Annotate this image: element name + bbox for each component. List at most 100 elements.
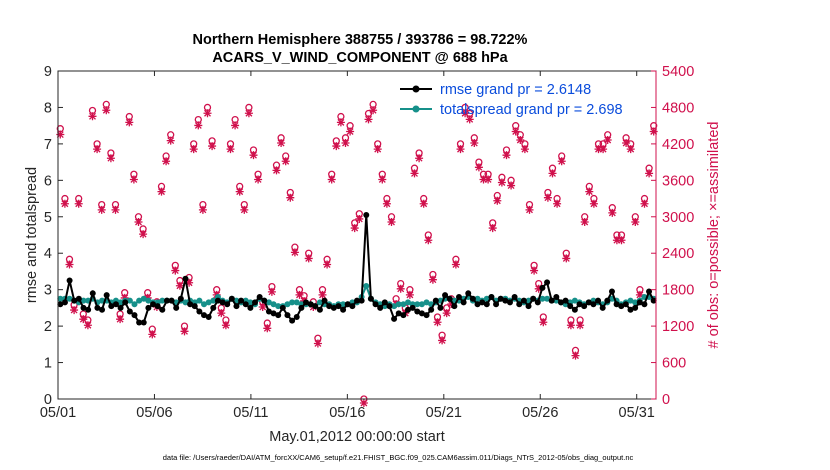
rmse-point bbox=[395, 310, 402, 317]
obs-assimilated-point bbox=[543, 193, 552, 202]
rmse-point bbox=[131, 312, 138, 319]
rmse-point bbox=[442, 292, 449, 299]
totalspread-point bbox=[404, 299, 411, 306]
obs-assimilated-point bbox=[203, 109, 212, 118]
rmse-point bbox=[66, 277, 73, 284]
rmse-point bbox=[344, 301, 351, 308]
y-tick-label: 9 bbox=[44, 64, 52, 80]
obs-assimilated-point bbox=[350, 224, 359, 233]
rmse-point bbox=[469, 295, 476, 302]
obs-assimilated-point bbox=[382, 199, 391, 208]
rmse-point bbox=[488, 293, 495, 300]
obs-assimilated-point bbox=[405, 290, 414, 299]
rmse-point bbox=[71, 297, 78, 304]
rmse-point bbox=[103, 292, 110, 299]
obs-assimilated-point bbox=[396, 284, 405, 293]
obs-assimilated-point bbox=[424, 236, 433, 245]
rmse-point bbox=[585, 299, 592, 306]
rmse-point bbox=[502, 297, 509, 304]
obs-assimilated-point bbox=[359, 399, 368, 407]
y-axis-right: 0 600 1200 1800 2400 3000 3600 4200 4800 5400 bbox=[651, 64, 694, 408]
rmse-point bbox=[238, 297, 245, 304]
obs-assimilated-point bbox=[484, 175, 493, 184]
obs-assimilated-point bbox=[341, 139, 350, 148]
rmse-point bbox=[168, 297, 175, 304]
rmse-point bbox=[182, 275, 189, 282]
rmse-point bbox=[567, 303, 574, 310]
obs-assimilated-point bbox=[576, 321, 585, 330]
obs-assimilated-point bbox=[553, 199, 562, 208]
rmse-point bbox=[289, 317, 296, 324]
rmse-point bbox=[191, 303, 198, 310]
y-tick-label: 0 bbox=[44, 392, 52, 408]
y2-tick-label: 4800 bbox=[662, 100, 694, 116]
obs-assimilated-point bbox=[272, 166, 281, 175]
y-tick-label: 2 bbox=[44, 319, 52, 335]
rmse-point bbox=[428, 306, 435, 313]
rmse-point bbox=[404, 306, 411, 313]
totalspread-point bbox=[539, 295, 546, 302]
rmse-point bbox=[553, 293, 560, 300]
rmse-point bbox=[377, 304, 384, 311]
obs-assimilated-point bbox=[566, 321, 575, 330]
x-axis-label: May.01,2012 00:00:00 start bbox=[269, 429, 444, 445]
rmse-point bbox=[205, 314, 212, 320]
obs-assimilated-point bbox=[530, 266, 539, 275]
rmse-point bbox=[548, 297, 555, 304]
rmse-point bbox=[599, 304, 606, 311]
rmse-point bbox=[307, 301, 314, 308]
obs-assimilated-point bbox=[520, 145, 529, 154]
obs-assimilated-point bbox=[635, 290, 644, 299]
obs-assimilated-point bbox=[263, 324, 272, 333]
obs-assimilated-point bbox=[369, 106, 378, 115]
x-axis: 05/01 05/06 05/11 05/16 05/21 05/26 05/31 bbox=[40, 71, 655, 421]
rmse-point bbox=[136, 319, 143, 326]
totalspread-point bbox=[145, 297, 152, 304]
y2-tick-label: 2400 bbox=[662, 246, 694, 262]
rmse-point bbox=[354, 297, 360, 304]
rmse-point bbox=[571, 306, 578, 313]
rmse-point bbox=[465, 290, 472, 297]
rmse-point bbox=[525, 303, 532, 310]
x-tick-label: 05/21 bbox=[426, 405, 462, 421]
y-tick-label: 8 bbox=[44, 100, 52, 116]
obs-assimilated-point bbox=[470, 139, 479, 148]
obs-assimilated-point bbox=[599, 145, 608, 154]
footnote: data file: /Users/raeder/DAI/ATM_forcXX/… bbox=[163, 453, 634, 462]
obs-assimilated-point bbox=[548, 169, 557, 178]
obs-assimilated-point bbox=[594, 145, 603, 154]
obs-assimilated-point bbox=[511, 127, 520, 136]
totalspread-point bbox=[80, 297, 87, 304]
rmse-point bbox=[479, 299, 486, 306]
obs-assimilated-point bbox=[74, 199, 83, 208]
obs-assimilated-point bbox=[589, 199, 598, 208]
totalspread-point bbox=[205, 299, 212, 306]
rmse-point bbox=[326, 303, 333, 310]
rmse-point bbox=[145, 304, 152, 311]
obs-assimilated-point bbox=[318, 290, 327, 299]
obs-assimilated-point bbox=[387, 217, 396, 226]
obs-assimilated-point bbox=[258, 303, 267, 312]
rmse-point bbox=[474, 301, 481, 308]
obs-assimilated-point bbox=[88, 112, 97, 121]
obs-assimilated-point bbox=[516, 135, 525, 144]
obs-assimilated-point bbox=[175, 281, 184, 290]
obs-assimilated-point bbox=[557, 157, 566, 166]
rmse-point bbox=[154, 303, 161, 310]
rmse-series bbox=[57, 211, 657, 326]
obs-assimilated-point bbox=[364, 115, 373, 124]
rmse-point bbox=[219, 299, 226, 306]
totalspread-point bbox=[414, 301, 421, 308]
rmse-point bbox=[446, 295, 453, 302]
rmse-point bbox=[544, 279, 551, 286]
rmse-point bbox=[201, 312, 208, 319]
y-tick-label: 5 bbox=[44, 210, 52, 226]
y-tick-label: 6 bbox=[44, 173, 52, 189]
obs-assimilated-point bbox=[525, 205, 534, 214]
obs-assimilated-point bbox=[116, 315, 125, 324]
rmse-point bbox=[242, 301, 249, 308]
obs-assimilated-point bbox=[626, 145, 635, 154]
obs-assimilated-point bbox=[571, 351, 580, 360]
rmse-point bbox=[483, 301, 490, 308]
legend-spread-marker bbox=[412, 105, 420, 113]
